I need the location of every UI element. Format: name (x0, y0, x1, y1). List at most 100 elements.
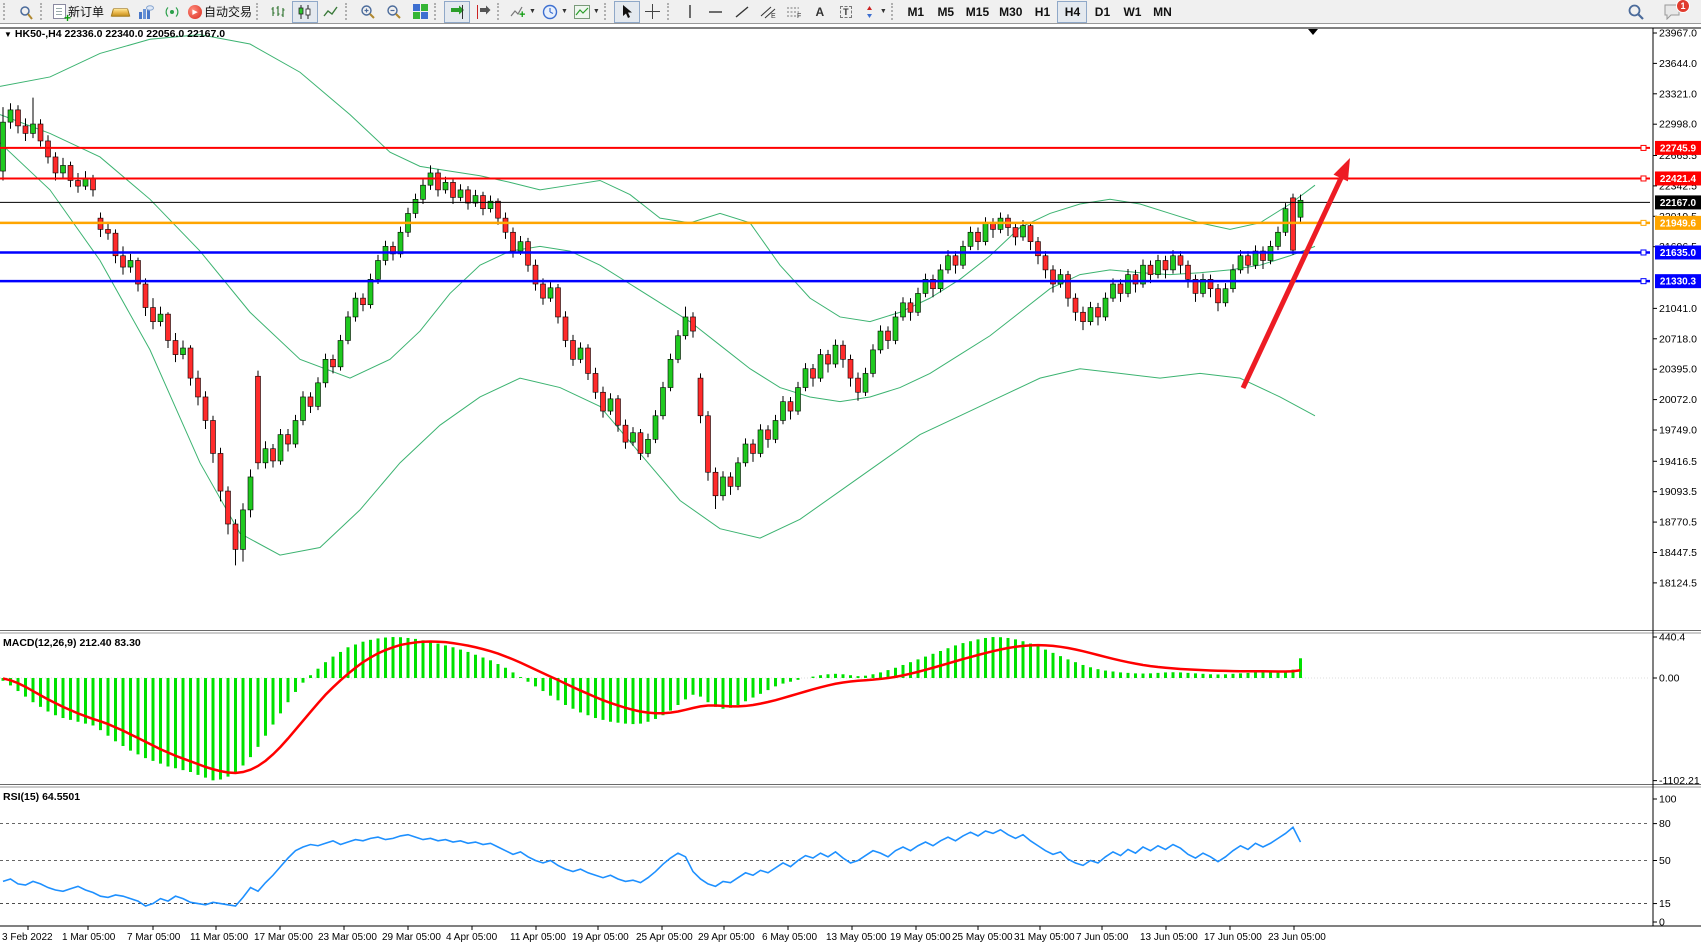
tf-m5-button[interactable]: M5 (937, 4, 955, 19)
scroll-end-marker (1308, 29, 1318, 35)
svg-text:17 Jun 05:00: 17 Jun 05:00 (1204, 932, 1262, 943)
auto-scroll-button[interactable] (444, 0, 471, 23)
svg-text:22745.9: 22745.9 (1660, 143, 1697, 154)
chevron-down-icon: ▼ (879, 8, 887, 15)
svg-text:1 Mar 05:00: 1 Mar 05:00 (62, 932, 116, 943)
macd-panel: 440.4 0.00 -1102.21 (0, 632, 1700, 787)
toolbar-group-grip (666, 3, 674, 20)
svg-text:25 Apr 05:00: 25 Apr 05:00 (636, 932, 693, 943)
svg-text:0.00: 0.00 (1659, 673, 1680, 685)
time-axis: 3 Feb 2022 1 Mar 05:00 7 Mar 05:00 11 Mar 0… (2, 926, 1326, 943)
chart-info-line[interactable]: ▼ HK50-,H4 22336.0 22340.0 22056.0 22167.… (4, 28, 225, 40)
trend-line-button[interactable] (729, 1, 755, 23)
tf-m15-button[interactable]: M15 (965, 4, 990, 19)
price-tag (1655, 195, 1701, 210)
svg-text:23 Jun 05:00: 23 Jun 05:00 (1268, 932, 1326, 943)
svg-text:7 Jun 05:00: 7 Jun 05:00 (1076, 932, 1129, 943)
svg-text:23 Mar 05:00: 23 Mar 05:00 (318, 932, 377, 943)
publish-chart-button[interactable] (133, 1, 159, 23)
toolbar-group-grip (497, 3, 504, 20)
bars-chart-button[interactable] (266, 1, 292, 23)
svg-text:19 Apr 05:00: 19 Apr 05:00 (572, 932, 629, 943)
notification-badge: 1 (1676, 0, 1690, 13)
cursor-button[interactable] (613, 0, 640, 23)
price-tag (1655, 171, 1701, 186)
equidistant-channel-button[interactable]: E (755, 1, 781, 23)
svg-text:3 Feb 2022: 3 Feb 2022 (2, 932, 53, 943)
price-axis: 23967.023644.023321.022998.022665.522342… (1653, 28, 1701, 589)
svg-text:80: 80 (1659, 818, 1671, 830)
svg-text:13 May 05:00: 13 May 05:00 (826, 932, 887, 943)
indicators-button[interactable]: + ▼ (507, 1, 539, 23)
new-order-button[interactable]: 新订单 (50, 1, 107, 25)
svg-text:15: 15 (1659, 898, 1671, 910)
tf-d1-button[interactable]: D1 (1094, 4, 1111, 19)
zoom-out-button[interactable] (381, 1, 407, 23)
gold-button[interactable] (107, 1, 133, 23)
svg-text:21635.0: 21635.0 (1660, 248, 1697, 259)
toolbar-group-grip (603, 3, 611, 20)
svg-text:31 May 05:00: 31 May 05:00 (1014, 932, 1075, 943)
trend-arrow-annotation (1240, 158, 1350, 390)
level-lines (0, 144, 1650, 285)
svg-text:22167.0: 22167.0 (1660, 198, 1697, 209)
search-button[interactable] (1623, 1, 1649, 23)
rsi-indicator-label: RSI(15) 64.5501 (3, 791, 81, 803)
price-tag (1655, 245, 1701, 260)
shapes-button[interactable]: ▼ (859, 1, 890, 23)
tf-mn-button[interactable]: MN (1153, 4, 1172, 19)
price-tag (1655, 140, 1701, 155)
toolbar-group-grip (3, 3, 10, 20)
horizontal-line-button[interactable] (703, 1, 729, 23)
vertical-line-button[interactable] (677, 1, 703, 23)
macd-signal-line (2, 640, 1301, 775)
svg-text:100: 100 (1659, 794, 1677, 806)
bollinger-lower (0, 142, 1316, 556)
tf-m1-button[interactable]: M1 (907, 4, 925, 19)
svg-text:20718.0: 20718.0 (1659, 333, 1697, 345)
svg-text:29 Mar 05:00: 29 Mar 05:00 (382, 932, 441, 943)
text-label-button[interactable]: T (833, 1, 859, 23)
tf-w1-button[interactable]: W1 (1123, 4, 1142, 19)
tf-h1-button[interactable]: H1 (1034, 4, 1051, 19)
tf-m30-button[interactable]: M30 (999, 4, 1023, 19)
tf-h4-button[interactable]: H4 (1057, 0, 1088, 23)
zoom-in-button[interactable] (355, 1, 381, 23)
toolbar-group-grip (434, 3, 441, 20)
bollinger-upper (0, 34, 1316, 323)
svg-text:17 Mar 05:00: 17 Mar 05:00 (254, 932, 313, 943)
auto-trading-button[interactable]: ▶ 自动交易 (185, 1, 255, 23)
svg-text:18124.5: 18124.5 (1659, 577, 1697, 589)
macd-indicator-label: MACD(12,26,9) 212.40 83.30 (3, 637, 141, 649)
svg-text:-1102.21: -1102.21 (1659, 775, 1700, 787)
price-tag (1655, 274, 1701, 289)
rsi-panel: 100 80 50 15 0 (0, 794, 1677, 929)
tile-windows-button[interactable] (407, 1, 433, 23)
symbol-dropdown-icon[interactable]: ▼ (4, 30, 12, 39)
chat-button[interactable]: 1 (1659, 0, 1690, 23)
magnifier-button[interactable] (13, 1, 39, 23)
toolbar-group-grip (890, 3, 898, 20)
svg-text:4 Apr 05:00: 4 Apr 05:00 (446, 932, 498, 943)
svg-text:440.4: 440.4 (1659, 632, 1685, 644)
signals-button[interactable] (159, 1, 185, 23)
candles-chart-button[interactable] (292, 0, 319, 23)
svg-text:29 Apr 05:00: 29 Apr 05:00 (698, 932, 755, 943)
symbol-ohlc-text: HK50-,H4 22336.0 22340.0 22056.0 22167.0 (14, 28, 226, 40)
svg-text:22421.4: 22421.4 (1660, 174, 1697, 185)
line-chart-button[interactable] (318, 1, 344, 23)
svg-text:19416.5: 19416.5 (1659, 456, 1697, 468)
svg-text:23967.0: 23967.0 (1659, 28, 1697, 40)
svg-text:18447.5: 18447.5 (1659, 547, 1697, 559)
periods-button[interactable]: ▼ (539, 1, 571, 23)
chart-shift-button[interactable] (470, 1, 496, 23)
svg-text:22998.0: 22998.0 (1659, 119, 1697, 131)
fibonacci-button[interactable]: F (781, 1, 807, 23)
svg-text:7 Mar 05:00: 7 Mar 05:00 (127, 932, 181, 943)
templates-button[interactable]: ▼ (571, 1, 603, 23)
text-button[interactable]: A (815, 4, 825, 19)
svg-text:20395.0: 20395.0 (1659, 364, 1697, 376)
crosshair-button[interactable] (640, 1, 666, 23)
